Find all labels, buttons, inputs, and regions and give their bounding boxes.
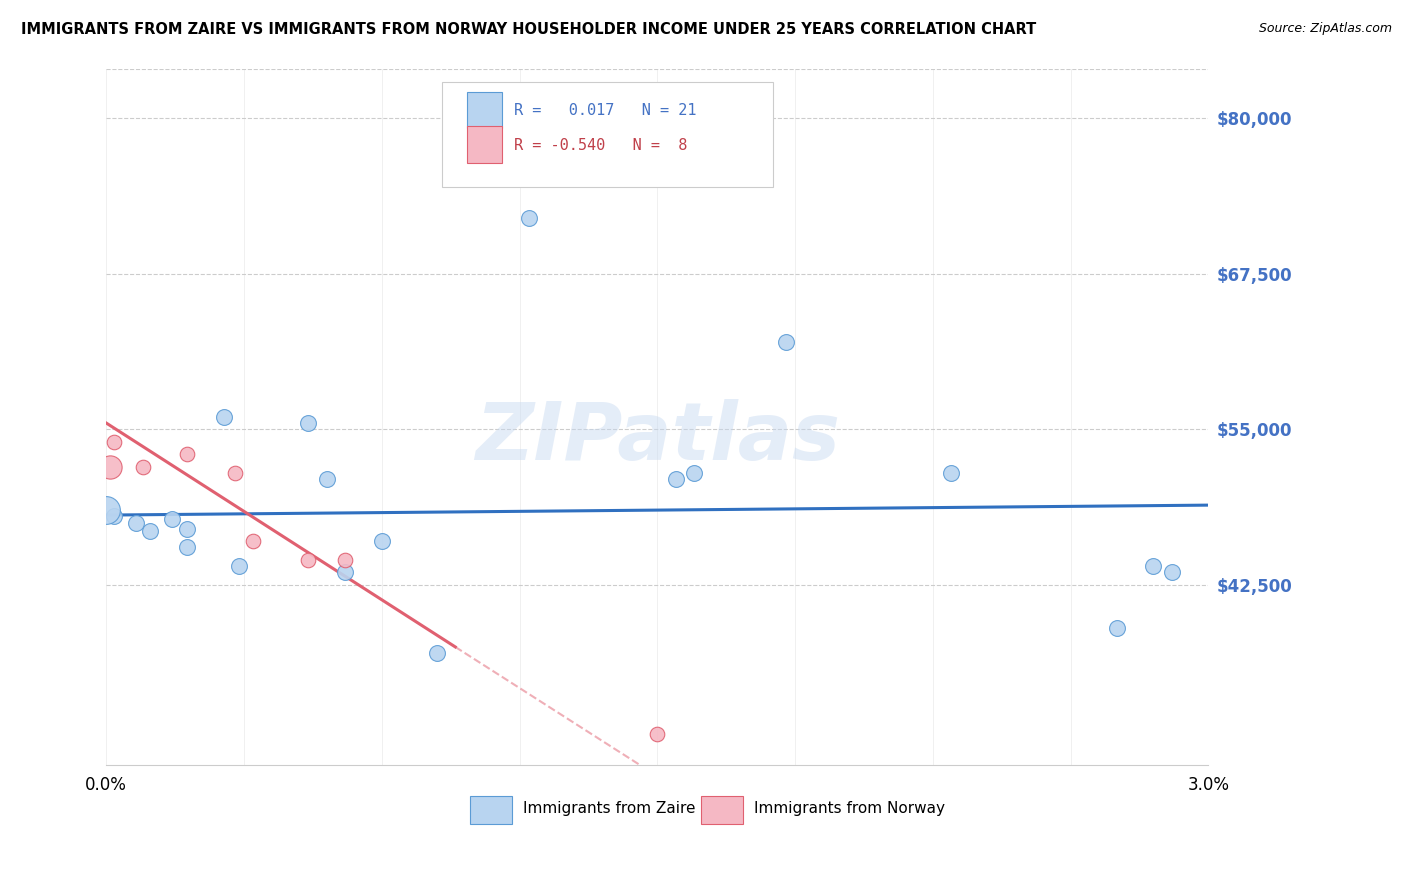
Point	[96, 503, 118, 517]
Text: Immigrants from Zaire: Immigrants from Zaire	[523, 802, 696, 816]
Point	[1160, 566, 1182, 580]
FancyBboxPatch shape	[443, 82, 773, 187]
Text: Immigrants from Norway: Immigrants from Norway	[755, 802, 945, 816]
Point	[647, 727, 669, 741]
Text: ZIPatlas: ZIPatlas	[475, 399, 839, 476]
Point	[162, 512, 184, 526]
Point	[426, 646, 449, 660]
Text: R = -0.540   N =  8: R = -0.540 N = 8	[515, 137, 688, 153]
Point	[176, 522, 198, 536]
Text: IMMIGRANTS FROM ZAIRE VS IMMIGRANTS FROM NORWAY HOUSEHOLDER INCOME UNDER 25 YEAR: IMMIGRANTS FROM ZAIRE VS IMMIGRANTS FROM…	[21, 22, 1036, 37]
Point	[176, 447, 198, 461]
FancyBboxPatch shape	[470, 797, 512, 824]
Point	[242, 534, 264, 549]
Point	[1105, 621, 1128, 635]
Point	[103, 434, 125, 449]
Point	[103, 509, 125, 524]
Point	[941, 466, 963, 480]
Point	[517, 211, 540, 225]
Point	[139, 524, 162, 539]
Point	[176, 541, 198, 555]
Point	[212, 409, 235, 424]
Point	[333, 566, 356, 580]
Text: R =   0.017   N = 21: R = 0.017 N = 21	[515, 103, 696, 118]
Point	[683, 466, 706, 480]
Point	[665, 472, 688, 486]
Point	[132, 459, 155, 474]
Point	[297, 553, 319, 567]
Point	[297, 416, 319, 430]
Point	[98, 459, 121, 474]
FancyBboxPatch shape	[467, 92, 502, 128]
Point	[315, 472, 337, 486]
Point	[1142, 559, 1164, 574]
Point	[775, 335, 797, 350]
FancyBboxPatch shape	[702, 797, 744, 824]
Point	[371, 534, 394, 549]
FancyBboxPatch shape	[467, 127, 502, 162]
Text: Source: ZipAtlas.com: Source: ZipAtlas.com	[1258, 22, 1392, 36]
Point	[228, 559, 250, 574]
Point	[224, 466, 246, 480]
Point	[124, 516, 146, 530]
Point	[333, 553, 356, 567]
